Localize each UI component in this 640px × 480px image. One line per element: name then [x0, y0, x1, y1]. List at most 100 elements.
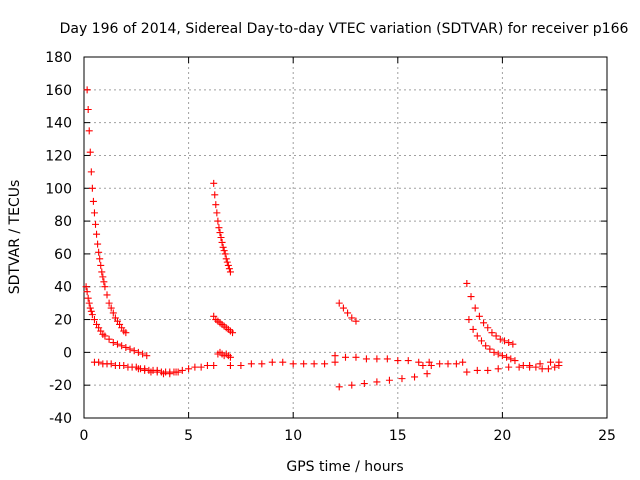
data-point	[101, 283, 109, 291]
x-tick-label: 0	[80, 428, 89, 444]
data-point	[385, 376, 393, 384]
grid	[84, 57, 607, 418]
data-point	[300, 360, 308, 368]
data-point	[212, 201, 220, 209]
data-point	[469, 325, 477, 333]
data-point	[555, 361, 563, 369]
data-point	[423, 370, 431, 378]
data-point	[141, 366, 149, 374]
data-point	[538, 365, 546, 373]
y-tick-label: 40	[54, 280, 72, 296]
data-point	[237, 361, 245, 369]
x-tick-label: 5	[184, 428, 193, 444]
data-point	[494, 350, 502, 358]
series-arc-8	[226, 358, 339, 369]
data-point	[85, 299, 93, 307]
series-arc-4	[134, 361, 218, 378]
data-point	[342, 353, 349, 361]
data-point	[507, 355, 515, 363]
data-point	[87, 168, 95, 176]
data-point	[218, 238, 226, 246]
series-arc-10	[331, 352, 433, 366]
data-point	[475, 312, 483, 320]
data-point	[90, 209, 98, 217]
y-tick-label: 20	[54, 313, 72, 329]
data-point	[279, 358, 287, 366]
data-point	[515, 363, 523, 371]
data-point	[488, 329, 496, 337]
data-point	[247, 360, 255, 368]
data-point	[419, 361, 427, 369]
data-point	[139, 350, 147, 358]
data-point	[224, 261, 232, 269]
data-point	[373, 355, 381, 363]
data-point	[216, 229, 224, 237]
data-point	[344, 309, 352, 317]
data-point	[88, 184, 96, 192]
data-point	[215, 224, 223, 232]
data-point	[87, 307, 95, 315]
data-point	[96, 255, 104, 263]
data-point	[99, 273, 107, 281]
data-point	[505, 339, 513, 347]
data-point	[415, 358, 423, 366]
data-point	[492, 332, 500, 340]
data-point	[219, 243, 227, 251]
data-point	[463, 279, 471, 287]
series-arc-7	[214, 348, 234, 361]
data-point	[360, 380, 368, 388]
data-point	[172, 368, 180, 376]
data-point	[503, 353, 511, 361]
axis-ticks	[83, 56, 608, 419]
data-point	[348, 314, 356, 322]
data-point	[147, 368, 155, 376]
x-tick-label: 20	[493, 428, 511, 444]
data-point	[93, 230, 101, 238]
data-point	[394, 357, 402, 365]
data-point	[331, 358, 339, 366]
data-point	[143, 352, 151, 360]
series-arc-1	[83, 86, 130, 337]
data-point	[159, 370, 167, 378]
data-point	[547, 358, 555, 366]
data-point	[536, 360, 544, 368]
series-arc-6	[210, 312, 237, 337]
y-tick-label: 80	[54, 214, 72, 230]
data-point	[100, 278, 108, 286]
data-point	[214, 217, 222, 225]
data-point	[226, 268, 234, 276]
data-point	[473, 366, 481, 374]
data-point	[452, 360, 460, 368]
chart-title: Day 196 of 2014, Sidereal Day-to-day VTE…	[60, 21, 629, 37]
data-point	[225, 265, 233, 273]
y-tick-label: -40	[49, 411, 72, 427]
data-point	[486, 345, 494, 353]
data-point	[465, 316, 473, 324]
data-point	[88, 311, 96, 319]
data-point	[107, 304, 115, 312]
y-tick-label: 0	[63, 345, 72, 361]
data-point	[103, 291, 111, 299]
data-point	[519, 361, 527, 369]
data-point	[373, 378, 381, 386]
data-point	[526, 363, 534, 371]
y-tick-label: 180	[45, 50, 72, 66]
data-point	[226, 361, 234, 369]
data-point	[477, 337, 485, 345]
data-point	[122, 329, 130, 337]
data-point	[113, 340, 121, 348]
series-arc-3	[90, 358, 182, 376]
plot-frame	[83, 56, 608, 419]
data-point	[122, 343, 130, 351]
data-point	[95, 248, 103, 256]
data-point	[134, 365, 142, 373]
series-arc-9	[335, 299, 360, 325]
data-point	[203, 361, 211, 369]
data-point	[221, 250, 229, 258]
series-arc-16	[519, 361, 563, 373]
data-point	[480, 319, 488, 327]
data-point	[467, 293, 475, 301]
data-point	[411, 373, 419, 381]
data-point	[210, 361, 218, 369]
data-point	[509, 340, 517, 348]
